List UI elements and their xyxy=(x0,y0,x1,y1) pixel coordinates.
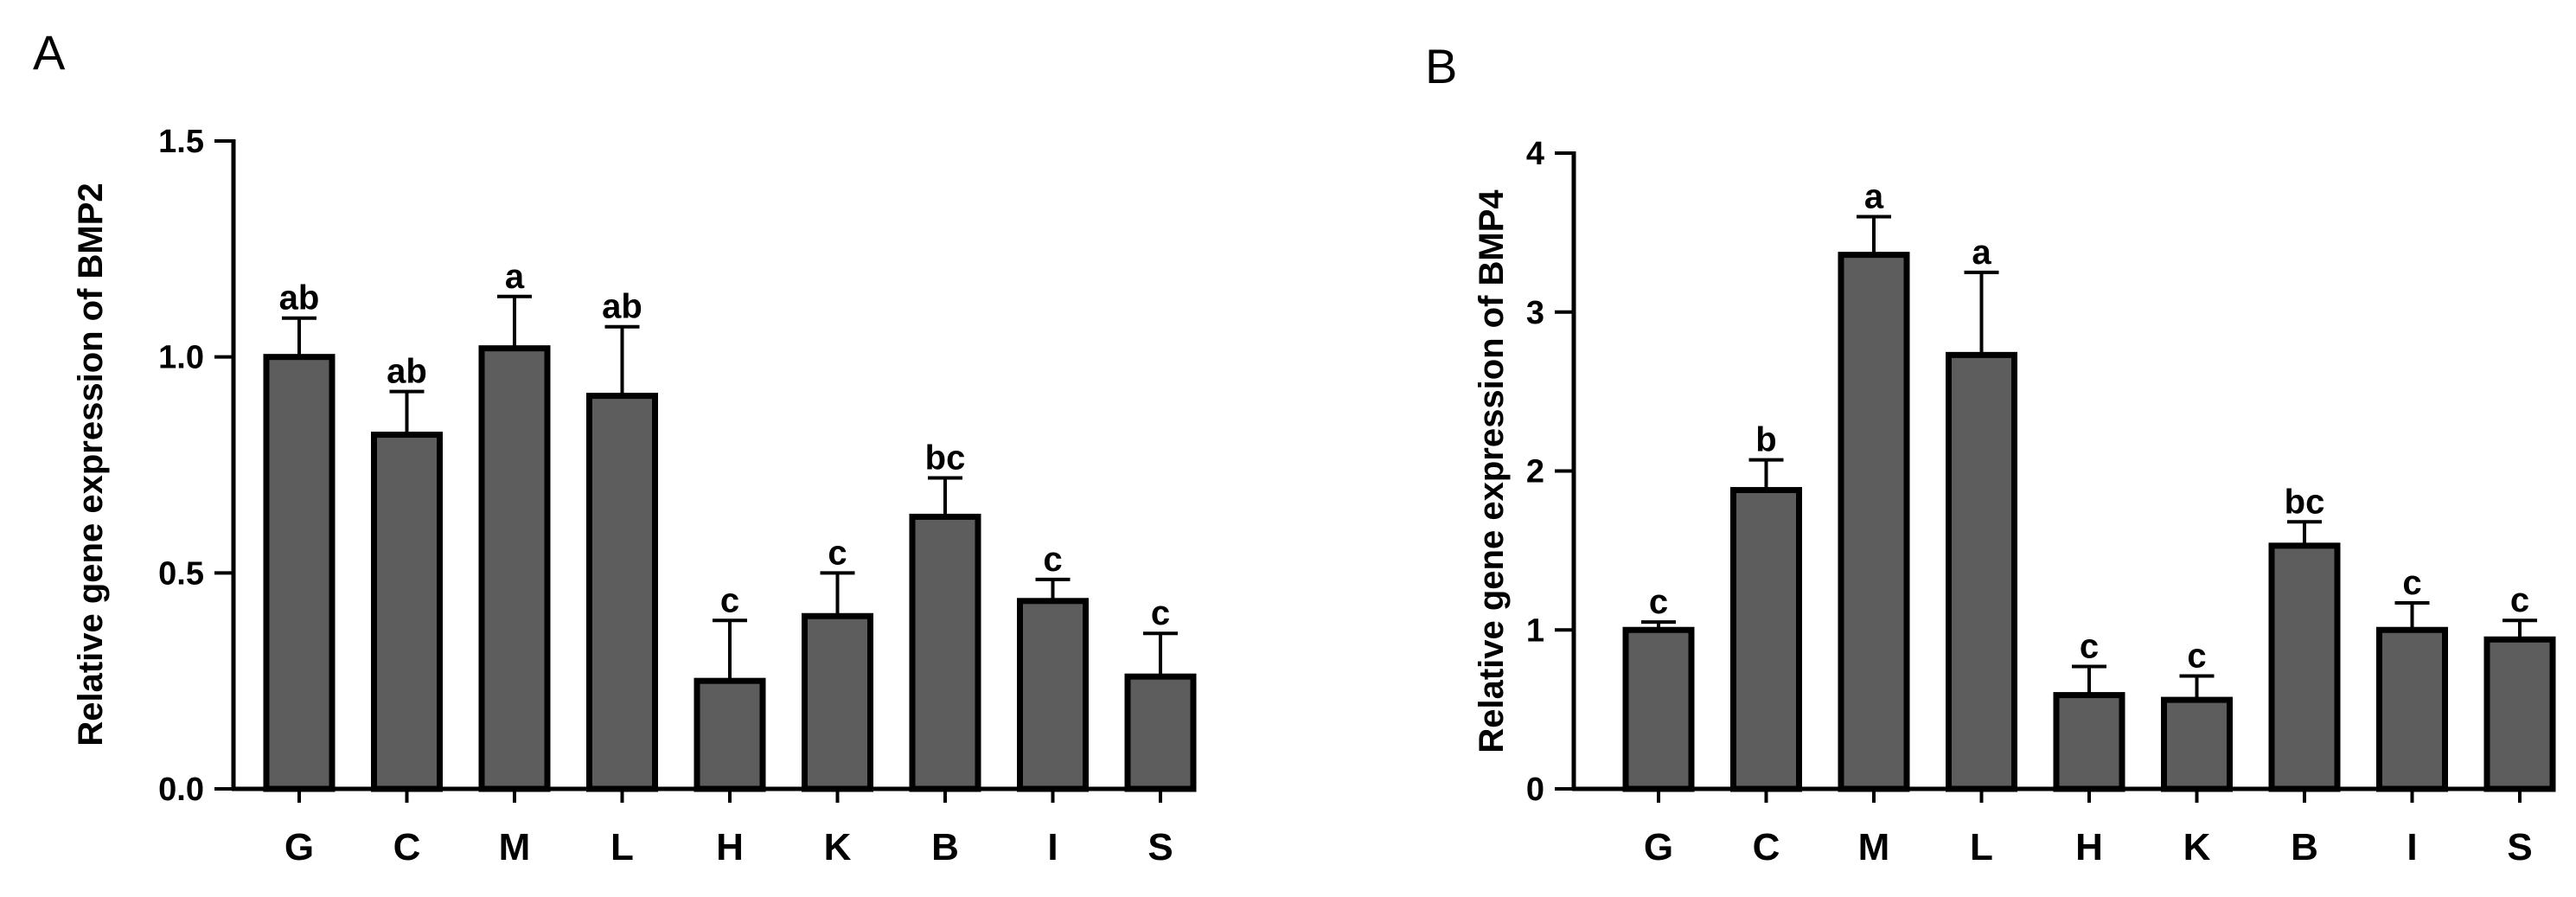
y-tick-label: 0.5 xyxy=(158,555,204,592)
significance-label-B: bc xyxy=(925,439,966,477)
significance-label-S: c xyxy=(2510,581,2529,619)
bar-C xyxy=(371,432,443,792)
x-tick-label-K: K xyxy=(824,826,852,868)
significance-label-G: c xyxy=(1649,583,1668,621)
bar-L xyxy=(586,393,658,792)
significance-label-I: c xyxy=(2402,564,2421,602)
bar-M xyxy=(1838,252,1910,792)
panel-letter: B xyxy=(1425,39,1457,93)
x-tick-label-B: B xyxy=(2291,826,2318,868)
significance-label-H: c xyxy=(720,581,739,619)
bar-S xyxy=(1124,673,1197,792)
y-tick-label: 1 xyxy=(1526,612,1544,649)
x-tick-label-C: C xyxy=(393,826,421,868)
bar-B xyxy=(2268,542,2341,792)
y-axis-label: Relative gene expression of BMP2 xyxy=(72,183,110,746)
x-tick-label-I: I xyxy=(2407,826,2417,868)
significance-label-L: ab xyxy=(602,288,642,326)
x-tick-label-H: H xyxy=(2075,826,2103,868)
bar-M xyxy=(478,345,551,792)
y-tick-label: 0.0 xyxy=(158,772,204,808)
significance-label-G: ab xyxy=(279,279,320,317)
x-tick-label-G: G xyxy=(284,826,314,868)
x-tick-label-C: C xyxy=(1753,826,1780,868)
bar-K xyxy=(802,612,873,792)
x-tick-label-B: B xyxy=(931,826,959,868)
significance-label-C: b xyxy=(1755,421,1776,459)
x-tick-label-M: M xyxy=(499,826,531,868)
x-tick-label-M: M xyxy=(1858,826,1890,868)
bar-I xyxy=(1017,598,1089,792)
bar-S xyxy=(2483,636,2556,792)
bar-L xyxy=(1946,351,2017,792)
panel-a: A Relative gene expression of BMP2 ab Gab Ca… xyxy=(33,25,1197,868)
x-tick-label-H: H xyxy=(716,826,744,868)
bar-H xyxy=(694,677,766,792)
x-tick-label-I: I xyxy=(1047,826,1058,868)
x-tick-label-S: S xyxy=(2507,826,2532,868)
x-tick-label-G: G xyxy=(1644,826,1673,868)
bar-G xyxy=(263,354,336,792)
panel-b: B Relative gene expression of BMP4 c Gb Ca Ma… xyxy=(1425,39,2556,868)
y-tick-label: 0 xyxy=(1526,772,1544,808)
bar-B xyxy=(909,513,981,792)
significance-label-M: a xyxy=(1864,178,1884,216)
panel-letter: A xyxy=(33,25,66,80)
bar-H xyxy=(2053,692,2125,792)
x-tick-label-L: L xyxy=(1970,826,1993,868)
x-tick-label-L: L xyxy=(610,826,634,868)
y-tick-label: 1.0 xyxy=(158,340,204,376)
bar-K xyxy=(2161,696,2233,792)
significance-label-M: a xyxy=(505,258,525,296)
significance-label-L: a xyxy=(1972,234,1991,272)
y-tick-label: 3 xyxy=(1526,295,1544,331)
x-tick-label-K: K xyxy=(2183,826,2211,868)
significance-label-C: ab xyxy=(387,353,427,391)
significance-label-K: c xyxy=(828,534,847,572)
y-tick-label: 2 xyxy=(1526,454,1544,490)
bar-G xyxy=(1622,626,1695,792)
x-tick-label-S: S xyxy=(1147,826,1173,868)
significance-label-H: c xyxy=(2080,628,2099,666)
significance-label-S: c xyxy=(1151,594,1170,632)
y-tick-label: 1.5 xyxy=(158,124,204,160)
significance-label-I: c xyxy=(1043,541,1062,579)
significance-label-K: c xyxy=(2187,638,2206,676)
bar-C xyxy=(1730,487,1802,792)
significance-label-B: bc xyxy=(2285,483,2325,521)
y-tick-label: 4 xyxy=(1526,136,1544,172)
y-axis-label: Relative gene expression of BMP4 xyxy=(1473,189,1511,753)
bar-I xyxy=(2376,626,2448,792)
